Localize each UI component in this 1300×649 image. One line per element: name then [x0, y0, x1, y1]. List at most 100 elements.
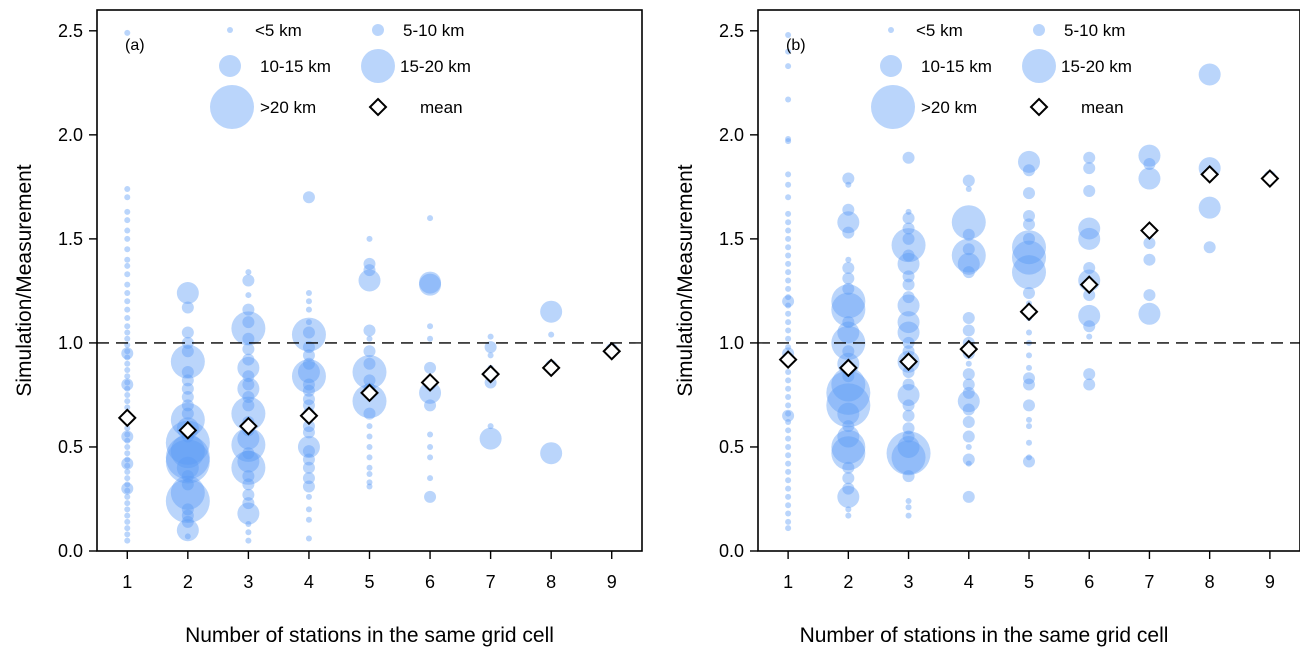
x-tick-label: 4: [964, 572, 974, 592]
data-bubble: [487, 333, 494, 340]
y-tick-label: 2.5: [58, 21, 83, 41]
data-bubble: [487, 423, 494, 430]
data-bubble: [124, 475, 131, 482]
data-bubble: [181, 478, 194, 491]
data-bubble: [181, 515, 194, 528]
data-bubble: [902, 378, 915, 391]
data-bubble: [305, 506, 312, 513]
data-bubble: [1026, 352, 1032, 359]
panel-a: 1 2 3 4 5 6 7 8 9 0.0 0.5 1.0 1.5 2.0 2.5 Number of sta…: [13, 9, 643, 647]
legend-label: <5 km: [255, 21, 302, 40]
data-bubble: [242, 316, 255, 329]
data-bubble: [785, 63, 792, 70]
data-bubble: [363, 407, 376, 420]
data-bubble: [427, 335, 434, 342]
data-bubble: [305, 493, 312, 500]
legend-bubble: [1022, 49, 1056, 83]
data-bubble: [242, 497, 255, 510]
x-axis-title: Number of stations in the same grid cell: [185, 624, 554, 647]
data-bubble: [842, 461, 855, 474]
data-bubble: [905, 504, 912, 511]
data-bubble: [1023, 209, 1035, 222]
bubble-series: [782, 31, 1276, 532]
panel-label: (b): [786, 37, 806, 54]
data-bubble: [842, 272, 855, 285]
data-bubble: [170, 434, 205, 469]
data-bubble: [231, 450, 266, 485]
legend-label: 10-15 km: [921, 57, 992, 76]
data-bubble: [1023, 455, 1035, 468]
x-tick-label: 5: [364, 572, 374, 592]
data-bubble: [1023, 286, 1035, 299]
data-bubble: [124, 246, 131, 253]
data-bubble: [842, 316, 855, 329]
data-bubble: [962, 386, 975, 399]
data-bubble: [1203, 241, 1216, 254]
data-bubble: [419, 273, 442, 296]
data-bubble: [427, 454, 434, 461]
data-bubble: [1083, 320, 1096, 333]
data-bubble: [121, 430, 134, 443]
data-bubble: [124, 360, 131, 367]
data-bubble: [305, 289, 312, 296]
data-bubble: [231, 396, 266, 431]
data-bubble: [302, 191, 315, 204]
data-bubble: [124, 450, 131, 457]
bubble-series: [121, 29, 618, 544]
data-bubble: [897, 383, 920, 406]
data-bubble: [785, 96, 792, 103]
data-bubble: [891, 228, 926, 263]
data-bubble: [897, 435, 920, 458]
data-bubble: [427, 215, 434, 222]
data-bubble: [484, 341, 497, 354]
data-bubble: [363, 345, 376, 358]
x-tick-label: 1: [783, 572, 793, 592]
legend-label: 10-15 km: [260, 57, 331, 76]
data-bubble: [121, 482, 134, 495]
data-bubble: [902, 336, 915, 349]
data-bubble: [297, 361, 320, 384]
data-bubble: [785, 452, 792, 459]
data-bubble: [165, 439, 210, 484]
data-bubble: [124, 537, 131, 544]
data-bubble: [124, 314, 131, 321]
legend-bubble: [210, 85, 254, 129]
data-bubble: [785, 335, 792, 342]
data-bubble: [962, 453, 975, 466]
data-bubble: [962, 430, 975, 443]
data-bubble: [181, 374, 194, 387]
y-axis-title: Simulation/Measurement: [13, 164, 36, 396]
data-bubble: [245, 520, 252, 527]
data-bubble: [785, 171, 792, 178]
data-bubble: [902, 151, 915, 164]
data-bubble: [905, 498, 912, 505]
data-bubble: [842, 172, 855, 185]
data-bubble: [837, 402, 860, 425]
y-tick-label: 2.0: [719, 125, 744, 145]
data-bubble: [902, 232, 915, 245]
data-bubble: [291, 359, 326, 394]
data-bubble: [1083, 262, 1096, 275]
data-bubble: [302, 472, 315, 485]
data-bubble: [957, 252, 980, 275]
mean-marker: [238, 416, 258, 436]
data-bubble: [1018, 150, 1040, 173]
data-bubble: [181, 382, 194, 395]
data-bubble: [124, 298, 131, 305]
y-tick-label: 1.0: [719, 333, 744, 353]
data-bubble: [785, 402, 792, 409]
data-bubble: [237, 502, 260, 525]
data-bubble: [427, 431, 434, 438]
data-bubble: [424, 361, 437, 374]
data-bubble: [1026, 329, 1032, 336]
data-bubble: [184, 533, 191, 540]
data-bubble: [302, 349, 315, 362]
data-bubble: [366, 471, 373, 478]
data-bubble: [1083, 368, 1096, 381]
mean-marker: [481, 364, 501, 384]
y-axis-title: Simulation/Measurement: [674, 164, 697, 396]
legend-bubble: [1033, 24, 1045, 36]
data-bubble: [242, 391, 255, 404]
data-bubble: [1078, 227, 1101, 250]
